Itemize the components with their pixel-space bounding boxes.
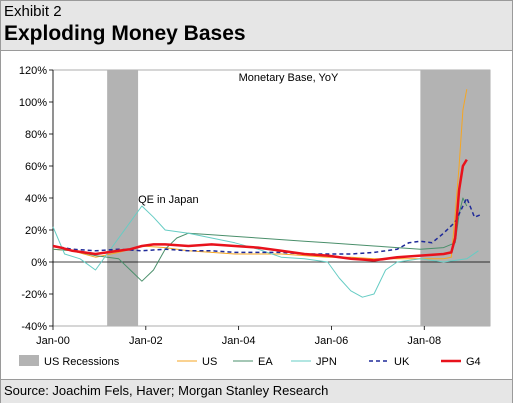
exhibit-footer: Source: Joachim Fels, Haver; Morgan Stan… — [1, 379, 512, 403]
x-tick-label: Jan-02 — [129, 335, 163, 347]
legend-label-g4: G4 — [466, 356, 481, 368]
series-line-g4 — [52, 158, 468, 262]
y-tick-label: -20% — [21, 289, 47, 301]
legend-label-jpn: JPN — [316, 356, 337, 368]
legend: US Recessions US EA JPN UK G4 — [19, 355, 481, 368]
chart-title: Exploding Money Bases — [4, 22, 246, 45]
legend-swatch-us-recessions — [19, 355, 39, 366]
chart: -40% -20% 0% 20% 40% 60% 80% 100% 120% Jan-00 Jan-… — [19, 65, 491, 368]
y-tick-label: 100% — [19, 97, 47, 109]
y-tick-label: 80% — [25, 129, 47, 141]
y-tick-label: 0% — [31, 257, 47, 269]
legend-label-us-recessions: US Recessions — [44, 356, 120, 368]
annotation-1: Monetary Base, YoY — [239, 72, 339, 84]
exhibit-number: Exhibit 2 — [4, 3, 62, 20]
x-tick-label: Jan-08 — [407, 335, 441, 347]
recession-bands — [107, 70, 490, 326]
legend-label-us: US — [202, 356, 217, 368]
annotations: Monetary Base, YoY QE in Japan — [138, 72, 339, 206]
legend-label-uk: UK — [394, 356, 410, 368]
source-note: Source: Joachim Fels, Haver; Morgan Stan… — [4, 383, 329, 398]
x-tick-label: Jan-06 — [315, 335, 349, 347]
recession-band-2 — [420, 70, 490, 326]
y-tick-label: 20% — [25, 225, 47, 237]
legend-label-ea: EA — [258, 356, 273, 368]
x-tick-label: Jan-00 — [36, 335, 70, 347]
series-line-jpn — [52, 205, 479, 298]
series-line-uk — [52, 197, 483, 255]
y-tick-label: 40% — [25, 193, 47, 205]
plot-area: -40% -20% 0% 20% 40% 60% 80% 100% 120% Jan-00 Jan-… — [19, 65, 491, 347]
axes: -40% -20% 0% 20% 40% 60% 80% 100% 120% Jan-00 Jan-… — [19, 65, 490, 347]
annotation-2: QE in Japan — [138, 194, 199, 206]
series-line-ea — [52, 197, 468, 282]
series-lines — [52, 89, 483, 298]
exhibit-header: Exhibit 2 Exploding Money Bases — [1, 1, 512, 51]
y-tick-label: -40% — [21, 321, 47, 333]
y-tick-label: 120% — [19, 65, 47, 77]
y-tick-label: 60% — [25, 161, 47, 173]
x-tick-label: Jan-04 — [222, 335, 256, 347]
recession-band-1 — [107, 70, 139, 326]
